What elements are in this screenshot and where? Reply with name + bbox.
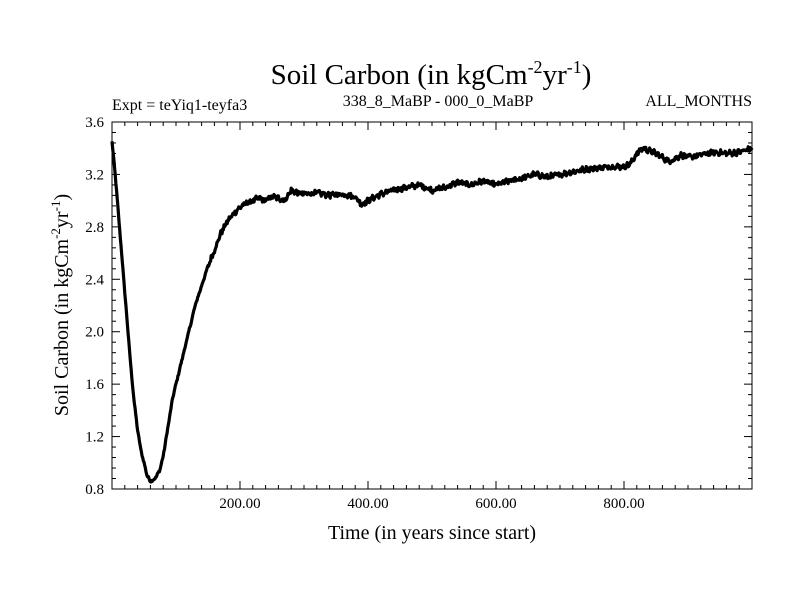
y-axis-label: Soil Carbon (in kgCm-2yr-1) xyxy=(48,194,73,416)
soil-carbon-series-line xyxy=(110,141,754,484)
x-tick-label: 200.00 xyxy=(219,496,260,512)
y-tick-label: 1.2 xyxy=(85,430,104,446)
y-tick-label: 2.0 xyxy=(85,325,104,341)
plot-frame xyxy=(111,121,753,490)
y-tick-label: 3.2 xyxy=(85,167,104,183)
y-tick-label: 1.6 xyxy=(85,377,104,393)
x-tick-label: 600.00 xyxy=(475,496,516,512)
y-tick-label: 2.4 xyxy=(85,272,104,288)
x-axis-label: Time (in years since start) xyxy=(328,522,536,544)
y-axis: 0.8 1.2 1.6 2.0 2.4 2.8 3.2 3.6 xyxy=(85,115,752,498)
x-tick-label: 400.00 xyxy=(347,496,388,512)
period-label: 338_8_MaBP - 000_0_MaBP xyxy=(343,93,534,110)
chart-title: Soil Carbon (in kgCm-2yr-1) xyxy=(271,57,592,91)
x-axis: 200.00 400.00 600.00 800.00 xyxy=(111,122,753,512)
y-tick-label: 2.8 xyxy=(85,220,104,236)
months-label: ALL_MONTHS xyxy=(645,93,752,110)
y-tick-label: 3.6 xyxy=(85,115,104,131)
experiment-label: Expt = teYiq1-teyfa3 xyxy=(112,97,247,114)
y-tick-label: 0.8 xyxy=(85,482,104,498)
x-tick-label: 800.00 xyxy=(603,496,644,512)
